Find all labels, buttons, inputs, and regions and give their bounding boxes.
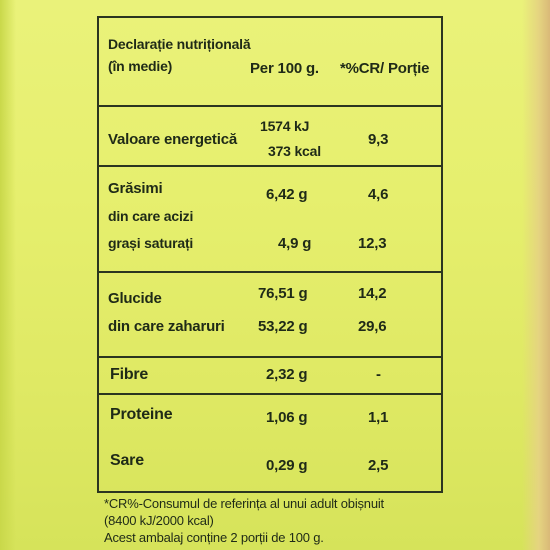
package-edge-right — [522, 0, 550, 550]
header-cr: *%CR/ Porție — [340, 60, 430, 77]
energy-kcal: 373 kcal — [268, 143, 321, 159]
salt-cr: 2,5 — [368, 457, 389, 474]
fat-sub-label-line1: din care acizi — [108, 208, 194, 224]
fibre-cr: - — [376, 366, 381, 383]
energy-kj: 1574 kJ — [260, 118, 310, 134]
fat-sub-label-line2: grași saturați — [108, 235, 194, 251]
salt-value: 0,29 g — [266, 457, 308, 474]
header-label-line1: Declarație nutrițională — [108, 36, 251, 52]
fat-sub-value: 4,9 g — [278, 235, 312, 252]
fibre-label: Fibre — [110, 366, 149, 383]
fibre-value: 2,32 g — [266, 366, 308, 383]
protein-cr: 1,1 — [368, 409, 389, 426]
divider-energy — [97, 165, 443, 167]
footnote-line3: Acest ambalaj conține 2 porții de 100 g. — [104, 530, 324, 545]
protein-label: Proteine — [110, 406, 173, 423]
fat-label: Grăsimi — [108, 180, 163, 197]
salt-label: Sare — [110, 452, 144, 469]
carbs-sub-label: din care zaharuri — [108, 318, 225, 335]
fat-sub-cr: 12,3 — [358, 235, 387, 252]
carbs-sub-value: 53,22 g — [258, 318, 308, 335]
carbs-sub-cr: 29,6 — [358, 318, 387, 335]
nutrition-table — [97, 16, 443, 493]
carbs-value: 76,51 g — [258, 285, 308, 302]
divider-fibre — [97, 393, 443, 395]
footnote-line2: (8400 kJ/2000 kcal) — [104, 513, 214, 528]
energy-cr: 9,3 — [368, 131, 389, 148]
carbs-label: Glucide — [108, 290, 162, 307]
protein-value: 1,06 g — [266, 409, 308, 426]
energy-label: Valoare energetică — [108, 131, 237, 148]
fat-value: 6,42 g — [266, 186, 308, 203]
divider-header — [97, 105, 443, 107]
package-edge-left — [0, 0, 16, 550]
divider-carbs — [97, 356, 443, 358]
divider-fat — [97, 271, 443, 273]
header-per100: Per 100 g. — [250, 60, 319, 77]
fat-cr: 4,6 — [368, 186, 389, 203]
footnote-line1: *CR%-Consumul de referința al unui adult… — [104, 496, 384, 511]
carbs-cr: 14,2 — [358, 285, 387, 302]
header-label-line2: (în medie) — [108, 58, 173, 74]
